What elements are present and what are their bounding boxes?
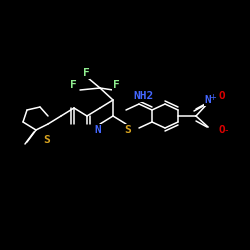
Text: F: F [82,68,89,78]
Text: NH2: NH2 [133,91,153,101]
Text: -: - [224,125,228,135]
Text: S: S [44,135,51,145]
Text: N: N [94,125,102,135]
Text: F: F [112,80,119,90]
Text: O: O [218,125,226,135]
Text: +: + [210,94,216,102]
Text: N: N [204,95,212,105]
Text: F: F [70,80,76,90]
Text: S: S [124,125,132,135]
Text: O: O [218,91,226,101]
